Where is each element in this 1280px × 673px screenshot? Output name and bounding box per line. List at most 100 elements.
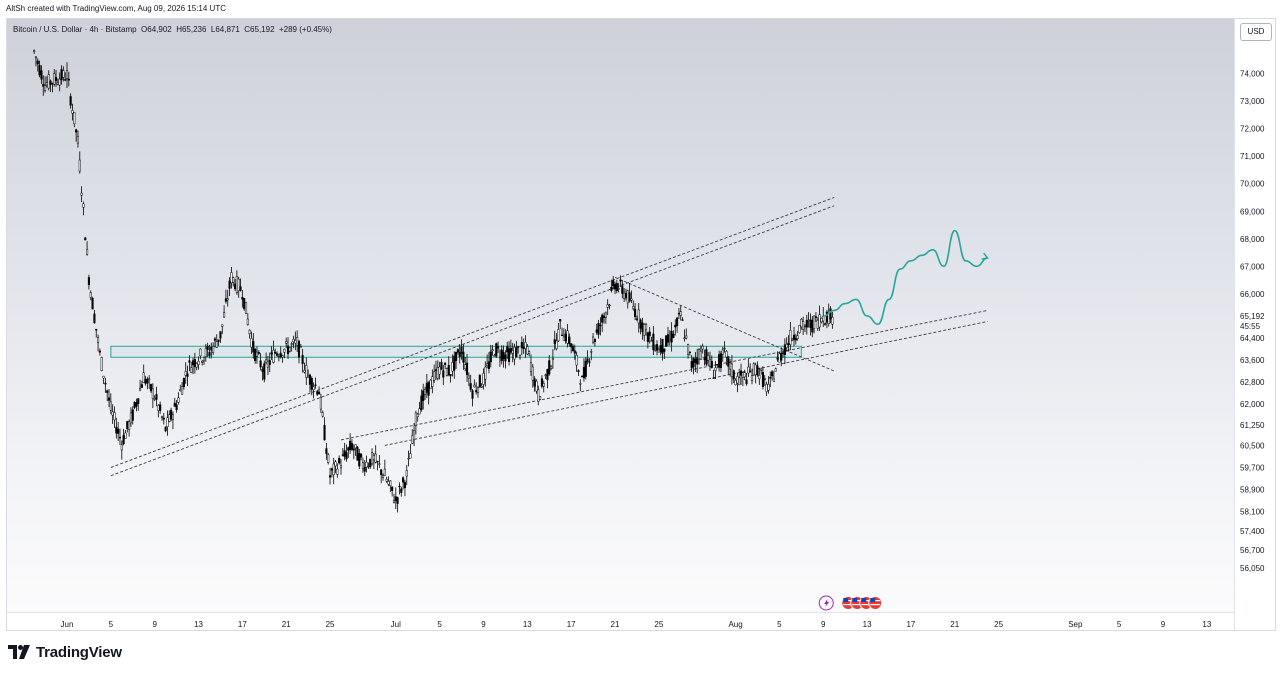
candle-body <box>365 461 368 468</box>
candle-body <box>794 337 797 341</box>
candle <box>465 353 469 383</box>
price-tick-label: 64,400 <box>1240 334 1265 343</box>
candle-body <box>234 283 237 289</box>
candle-body <box>294 339 297 344</box>
candle-body <box>89 292 92 298</box>
time-axis[interactable]: Jun 5 9 13 17 21 25 Jul 5 9 13 17 21 25 Aug 5 9 13 17 21 25 S… <box>7 612 1234 630</box>
candle-body <box>376 460 379 463</box>
candle <box>208 344 211 359</box>
candle <box>634 302 637 321</box>
time-tick-label: 13 <box>863 620 872 629</box>
candle <box>427 381 430 405</box>
candle-body <box>179 389 182 391</box>
candle <box>100 356 103 372</box>
price-tick-label: 62,800 <box>1240 378 1265 387</box>
candle-body <box>615 283 618 292</box>
candle <box>279 346 282 359</box>
candle <box>394 487 397 510</box>
candle <box>566 324 569 348</box>
candle <box>327 452 330 465</box>
candle-body <box>314 384 317 386</box>
candle <box>725 350 728 366</box>
candle <box>712 369 715 379</box>
candle <box>540 375 543 389</box>
candle-body <box>276 353 279 356</box>
candle-body <box>657 349 660 353</box>
candle-body <box>201 361 204 363</box>
candle <box>434 360 438 380</box>
candle <box>228 277 231 297</box>
candle-body <box>756 365 759 376</box>
candle-body <box>87 277 90 286</box>
candle <box>524 335 527 358</box>
tradingview-logo[interactable]: TradingView <box>8 643 122 661</box>
candle-body <box>663 348 666 352</box>
candle <box>215 334 218 348</box>
candle <box>666 326 670 346</box>
price-axis[interactable]: USD 74,000 73,000 72,000 71,000 70,000 69,000… <box>1234 19 1275 630</box>
candle-body <box>279 352 282 358</box>
price-chart[interactable] <box>7 19 1234 612</box>
candle-body <box>725 351 728 358</box>
candle-body <box>661 338 664 354</box>
candle <box>124 429 127 439</box>
price-tick-label: 56,700 <box>1240 546 1265 555</box>
candle-body <box>162 417 165 420</box>
candle <box>730 354 733 385</box>
candle <box>807 312 810 328</box>
candle-body <box>107 397 111 401</box>
price-tick-label: 74,000 <box>1240 70 1265 79</box>
plot-area[interactable]: Bitcoin / U.S. Dollar · 4h · Bitstamp O6… <box>7 19 1234 612</box>
candle-body <box>471 390 474 399</box>
candle <box>113 406 116 428</box>
candle-body <box>807 319 810 321</box>
candle <box>274 348 277 355</box>
candle-body <box>635 318 638 320</box>
candle-body <box>391 486 394 491</box>
candle-body <box>831 316 834 325</box>
candle-body <box>237 278 240 292</box>
candle <box>414 410 417 435</box>
candle <box>513 343 516 366</box>
candle <box>520 336 523 356</box>
candle-body <box>637 309 640 324</box>
attribution-text: AltSh created with TradingView.com, Aug … <box>6 4 226 13</box>
candle <box>535 379 538 394</box>
candle-body <box>104 382 107 385</box>
candle <box>212 342 215 355</box>
candle-body <box>789 330 792 345</box>
candle-body <box>285 341 288 344</box>
candle <box>551 349 554 369</box>
candle-body <box>668 339 671 342</box>
candle-body <box>776 357 779 360</box>
time-tick-label: Jul <box>391 620 401 629</box>
candle-body <box>754 364 757 375</box>
candle <box>149 383 153 393</box>
candle-body <box>319 396 322 410</box>
candle <box>97 334 100 352</box>
candle-body <box>482 373 485 385</box>
candle <box>763 375 766 386</box>
candle <box>767 376 770 394</box>
price-tick-label: 67,000 <box>1240 262 1265 271</box>
candle <box>593 338 596 347</box>
candle <box>235 270 238 295</box>
candle-body <box>601 314 604 323</box>
candle <box>343 442 346 461</box>
candle-body <box>307 375 310 378</box>
chart-container[interactable]: Bitcoin / U.S. Dollar · 4h · Bitstamp O6… <box>6 18 1276 631</box>
candle <box>371 448 374 466</box>
currency-button[interactable]: USD <box>1240 23 1272 41</box>
candle <box>769 371 772 388</box>
candle <box>109 393 112 415</box>
candle <box>663 348 666 359</box>
candle <box>34 56 37 67</box>
candle-body <box>120 444 123 451</box>
candle-body <box>431 376 434 387</box>
candle <box>743 369 746 381</box>
candle <box>423 386 427 401</box>
candle-body <box>84 237 87 241</box>
candle <box>606 299 609 316</box>
candle <box>230 266 233 289</box>
candle-body <box>632 306 635 310</box>
